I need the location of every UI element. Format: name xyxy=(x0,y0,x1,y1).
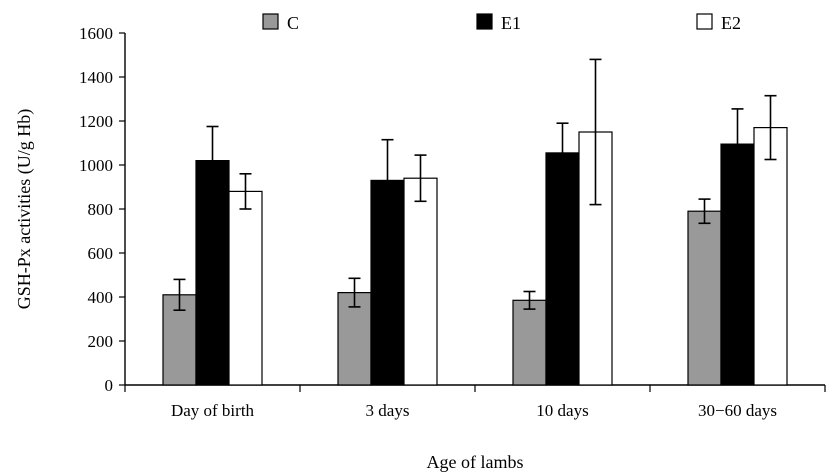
bar-e2 xyxy=(753,126,788,386)
error-bar xyxy=(414,154,427,203)
legend-item-c: C xyxy=(262,13,299,33)
x-tick-label: 10 days xyxy=(536,401,588,420)
y-tick-label: 1000 xyxy=(79,156,113,175)
x-tick-label: Day of birth xyxy=(171,401,255,420)
bar-e1 xyxy=(545,152,580,386)
legend-swatch xyxy=(262,13,279,30)
error-bar xyxy=(698,198,711,225)
x-axis-title: Age of lambs xyxy=(427,452,524,472)
error-bar xyxy=(348,277,361,308)
y-tick-label: 400 xyxy=(88,288,114,307)
legend-label: E1 xyxy=(501,13,521,33)
y-tick-label: 1200 xyxy=(79,112,113,131)
x-tick-label: 30−60 days xyxy=(698,401,777,420)
legend-label: E2 xyxy=(721,13,741,33)
legend-swatch xyxy=(696,13,713,30)
bar-c xyxy=(687,210,722,386)
error-bar xyxy=(173,278,186,312)
bar-e2 xyxy=(228,190,263,386)
y-tick-label: 600 xyxy=(88,244,114,263)
y-tick-label: 1600 xyxy=(79,24,113,43)
y-tick-label: 800 xyxy=(88,200,114,219)
x-tick-label: 3 days xyxy=(366,401,410,420)
legend-swatch xyxy=(476,13,493,30)
error-bar xyxy=(381,138,394,222)
bar-e1 xyxy=(720,143,755,386)
error-bar xyxy=(764,94,777,161)
legend: C E1 E2 xyxy=(262,13,741,33)
bar-e2 xyxy=(403,177,438,386)
bar-c xyxy=(337,292,372,386)
y-tick-label: 0 xyxy=(105,376,114,395)
error-bar xyxy=(239,173,252,210)
legend-item-e1: E1 xyxy=(476,13,521,33)
y-tick-label: 200 xyxy=(88,332,114,351)
legend-label: C xyxy=(287,13,299,33)
x-ticks: Day of birth 3 days 10 days 30−60 days xyxy=(124,385,826,420)
error-bar xyxy=(523,290,536,310)
error-bar xyxy=(731,108,744,181)
error-bars xyxy=(173,58,777,312)
y-tick-label: 1400 xyxy=(79,68,113,87)
y-axis-title: GSH-Px activities (U/g Hb) xyxy=(14,109,35,309)
error-bar xyxy=(589,58,602,206)
legend-item-e2: E2 xyxy=(696,13,741,33)
y-ticks: 0 200 400 600 800 1000 1200 1400 1600 xyxy=(79,24,125,395)
bar-c xyxy=(512,299,547,386)
error-bar xyxy=(556,122,569,184)
bar-c xyxy=(162,294,197,386)
bars xyxy=(162,126,788,386)
bar-e1 xyxy=(195,160,230,386)
error-bar xyxy=(206,125,219,196)
